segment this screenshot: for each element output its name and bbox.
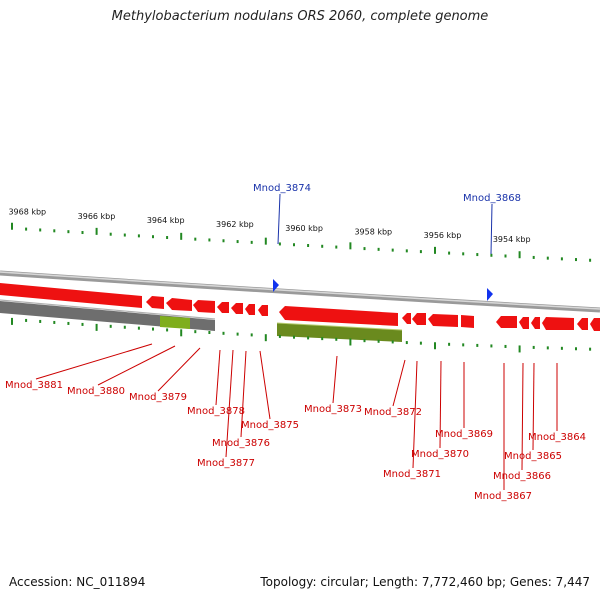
gene-arrow (519, 317, 529, 329)
gene-label[interactable]: Mnod_3879 (129, 392, 187, 403)
kbp-label: 3964 kbp (147, 216, 185, 225)
olive-feature-2 (277, 323, 402, 342)
rna-marker (273, 279, 279, 292)
gene-arrow (496, 316, 517, 328)
gene-label[interactable]: Mnod_3878 (187, 406, 245, 417)
gene-arrow (245, 304, 255, 315)
gene-track-forward (0, 283, 600, 331)
gene-arrow (542, 317, 574, 330)
gene-leader-line (439, 360, 442, 449)
gene-label[interactable]: Mnod_3877 (197, 458, 255, 469)
gene-leader-line (259, 350, 271, 420)
gene-leader-line (157, 347, 201, 392)
gene-label[interactable]: Mnod_3880 (67, 386, 125, 397)
gene-arrow (166, 298, 192, 311)
kbp-label: 3960 kbp (285, 224, 323, 233)
rna-marker (487, 288, 493, 301)
gene-label[interactable]: Mnod_3872 (364, 407, 422, 418)
kbp-label: 3968 kbp (8, 208, 46, 217)
gene-leader-line (97, 345, 176, 386)
kbp-scale-top (11, 222, 592, 262)
gene-leader-line (490, 203, 493, 255)
gene-arrow (577, 318, 588, 330)
gene-leader-line (225, 349, 234, 458)
kbp-label: 3962 kbp (216, 220, 254, 229)
gene-leader-line (240, 350, 247, 438)
gene-arrow (590, 318, 600, 331)
gene-label[interactable]: Mnod_3869 (435, 429, 493, 440)
kbp-label: 3956 kbp (424, 231, 462, 240)
kbp-label: 3966 kbp (78, 212, 116, 221)
gene-label[interactable]: Mnod_3870 (411, 449, 469, 460)
gene-leader-line (332, 355, 338, 404)
gene-arrow (531, 317, 540, 329)
kbp-scale-bottom (11, 317, 592, 353)
gene-arrow (217, 302, 229, 313)
kbp-labels: 3968 kbp 3966 kbp 3964 kbp 3962 kbp 3960 kbp… (8, 208, 530, 244)
gene-leader-line (532, 362, 535, 451)
gene-label[interactable]: Mnod_3866 (493, 471, 551, 482)
gene-leader-line (277, 193, 281, 245)
gene-label[interactable]: Mnod_3881 (5, 380, 63, 391)
accession-text: Accession: NC_011894 (9, 575, 146, 589)
gene-arrow (412, 313, 426, 325)
summary-text: Topology: circular; Length: 7,772,460 bp… (260, 575, 590, 589)
top-gene-labels: Mnod_3874 Mnod_3868 (253, 183, 521, 255)
gene-label[interactable]: Mnod_3874 (253, 183, 311, 194)
kbp-label: 3958 kbp (354, 228, 392, 237)
olive-feature-1 (160, 316, 190, 329)
gene-leader-line (215, 349, 221, 406)
gene-arrow (193, 300, 215, 313)
gene-arrow (0, 283, 142, 308)
gene-label[interactable]: Mnod_3871 (383, 469, 441, 480)
gene-arrow (402, 313, 411, 324)
pseudogene-region-highlight (0, 299, 216, 320)
gene-label[interactable]: Mnod_3868 (463, 193, 521, 204)
gene-arrow (258, 305, 268, 316)
gene-label[interactable]: Mnod_3876 (212, 438, 270, 449)
gene-label[interactable]: Mnod_3864 (528, 432, 586, 443)
kbp-label: 3954 kbp (493, 235, 531, 244)
gene-leader-line (521, 362, 524, 471)
gene-arrow (279, 306, 398, 326)
gene-label[interactable]: Mnod_3875 (241, 420, 299, 431)
gene-leader-line (392, 359, 406, 407)
genome-backbone (0, 270, 600, 313)
gene-arrow (428, 314, 458, 327)
gene-leader-line (412, 360, 418, 469)
gene-label[interactable]: Mnod_3873 (304, 404, 362, 415)
gene-label[interactable]: Mnod_3867 (474, 491, 532, 502)
gene-label[interactable]: Mnod_3865 (504, 451, 562, 462)
gene-leader-line (35, 343, 153, 380)
olive-feature-2-edge (276, 322, 403, 331)
figure-title: Methylobacterium nodulans ORS 2060, comp… (111, 9, 489, 24)
genome-backbone-highlight (0, 271, 600, 310)
gene-arrow (231, 303, 243, 314)
gene-arrow (461, 315, 474, 328)
gene-arrow (146, 296, 164, 309)
